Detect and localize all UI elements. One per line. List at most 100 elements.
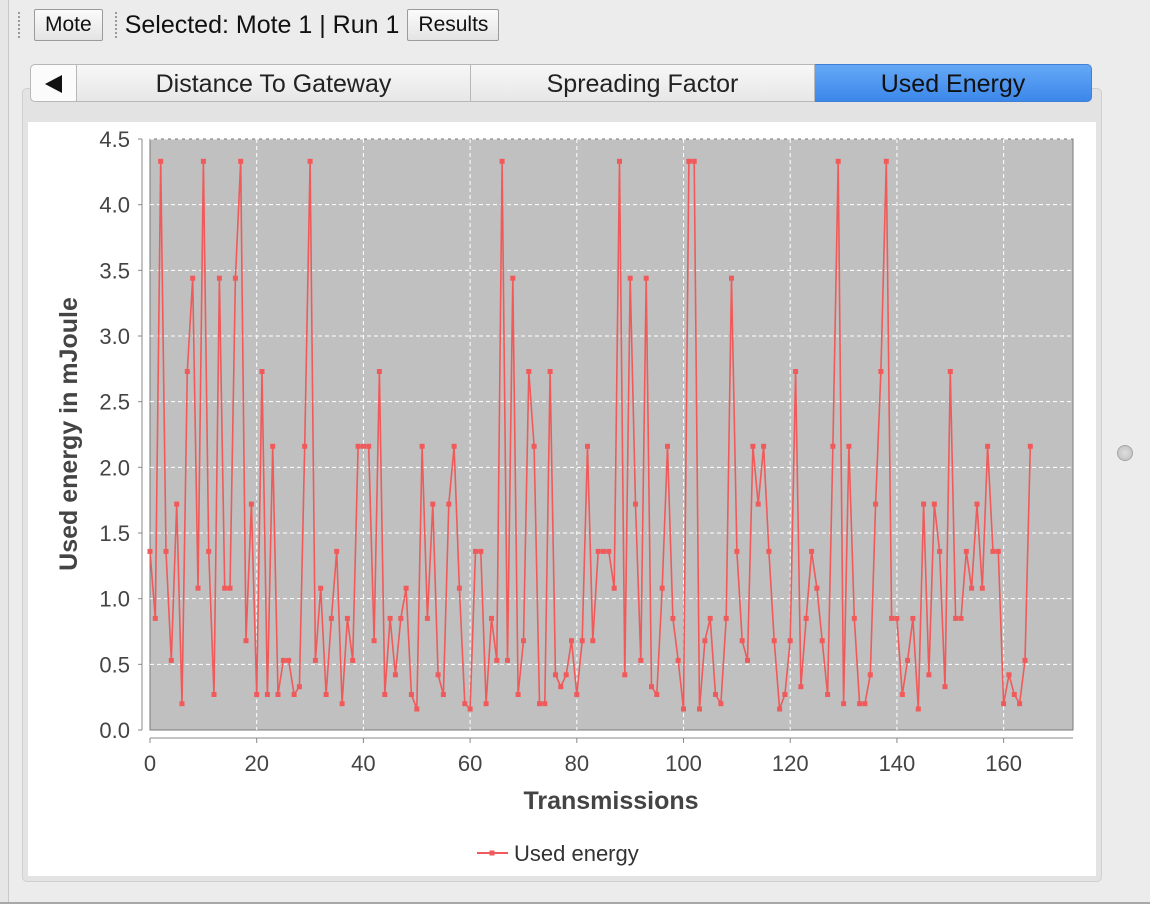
results-button[interactable]: Results: [407, 9, 500, 41]
data-point: [339, 701, 345, 707]
data-point: [392, 672, 398, 678]
data-point: [259, 369, 265, 374]
data-point: [350, 657, 356, 663]
data-point: [424, 615, 430, 621]
data-point: [835, 158, 841, 164]
data-point: [627, 275, 633, 281]
data-point: [1006, 672, 1012, 678]
data-point: [462, 701, 468, 707]
data-point: [777, 706, 783, 712]
data-point: [659, 585, 665, 591]
series-used-energy: [147, 158, 1033, 712]
data-point: [819, 638, 825, 644]
series-line: [149, 160, 1032, 710]
data-point: [318, 585, 324, 591]
y-tick-label: 3.0: [99, 324, 130, 349]
data-point: [147, 548, 153, 554]
data-point: [190, 275, 196, 281]
legend-marker: [489, 850, 495, 856]
data-point: [1001, 701, 1007, 707]
data-point: [873, 501, 879, 507]
data-point: [830, 443, 836, 449]
toolbar-separator: [114, 12, 117, 38]
data-point: [793, 369, 799, 374]
data-point: [163, 548, 169, 554]
data-point: [814, 585, 820, 591]
y-tick-label: 3.5: [99, 258, 130, 283]
data-point: [483, 701, 489, 707]
data-point: [494, 657, 500, 663]
y-tick-label: 1.0: [99, 587, 130, 612]
tab-distance-to-gateway[interactable]: Distance To Gateway: [77, 64, 471, 102]
data-point: [446, 501, 452, 507]
tab-scroll-left-button[interactable]: [30, 64, 77, 102]
data-point: [499, 158, 505, 164]
y-axis-label: Used energy in mJoule: [55, 297, 83, 571]
x-tick-label: 100: [665, 751, 702, 776]
data-point: [862, 701, 868, 707]
data-point: [238, 158, 244, 164]
window-bottom-edge: [0, 902, 1150, 904]
data-point: [937, 548, 943, 554]
data-point: [184, 369, 190, 374]
data-point: [553, 672, 558, 678]
data-point: [899, 692, 905, 697]
data-point: [414, 706, 420, 712]
data-point: [408, 692, 414, 697]
data-point: [355, 443, 361, 449]
data-point: [755, 501, 761, 507]
data-point: [713, 692, 718, 697]
axes: [141, 139, 1073, 739]
x-tick-label: 140: [879, 751, 916, 776]
data-point: [809, 548, 815, 554]
x-tick-label: 120: [772, 751, 809, 776]
data-point: [734, 548, 740, 554]
data-point: [344, 615, 350, 621]
data-point: [606, 548, 612, 554]
data-point: [942, 684, 948, 690]
tab-used-energy[interactable]: Used Energy: [815, 64, 1092, 102]
data-point: [654, 692, 660, 697]
data-point: [232, 275, 238, 281]
data-point: [985, 443, 991, 449]
data-point: [750, 443, 756, 449]
data-point: [798, 684, 804, 690]
data-point: [456, 585, 462, 591]
data-point: [590, 638, 596, 644]
selection-label: Selected: Mote 1 | Run 1: [124, 10, 400, 39]
data-point: [558, 684, 564, 690]
scroll-knob[interactable]: [1117, 445, 1133, 461]
y-tick-label: 2.0: [99, 455, 130, 480]
data-point: [286, 657, 292, 663]
data-point: [718, 701, 724, 707]
data-point: [745, 657, 750, 663]
data-point: [633, 501, 638, 507]
data-point: [248, 501, 254, 507]
data-point: [905, 657, 911, 663]
data-point: [857, 701, 863, 707]
data-point: [473, 548, 478, 554]
data-point: [505, 657, 510, 663]
plot-area: [149, 138, 1074, 731]
data-point: [846, 443, 852, 449]
data-point: [579, 638, 585, 644]
tick-labels: 0.0 0.5 1.0 1.5 2.0 2.5 3.0 3.5 4.0 4.5 0 20 40 60 80 1…: [99, 127, 1022, 776]
data-point: [467, 706, 473, 712]
data-point: [307, 158, 313, 164]
data-point: [771, 638, 777, 644]
data-point: [883, 158, 889, 164]
x-tick-label: 160: [985, 751, 1022, 776]
toolbar-grip[interactable]: [18, 12, 20, 38]
y-tick-label: 1.5: [99, 521, 130, 546]
data-point: [803, 615, 809, 621]
tab-spreading-factor[interactable]: Spreading Factor: [471, 64, 815, 102]
data-point: [323, 692, 329, 697]
data-point: [403, 585, 409, 591]
data-point: [531, 443, 537, 449]
data-point: [334, 548, 340, 554]
data-point: [435, 672, 441, 678]
mote-button[interactable]: Mote: [34, 9, 103, 41]
data-point: [270, 443, 276, 449]
data-point: [222, 585, 228, 591]
